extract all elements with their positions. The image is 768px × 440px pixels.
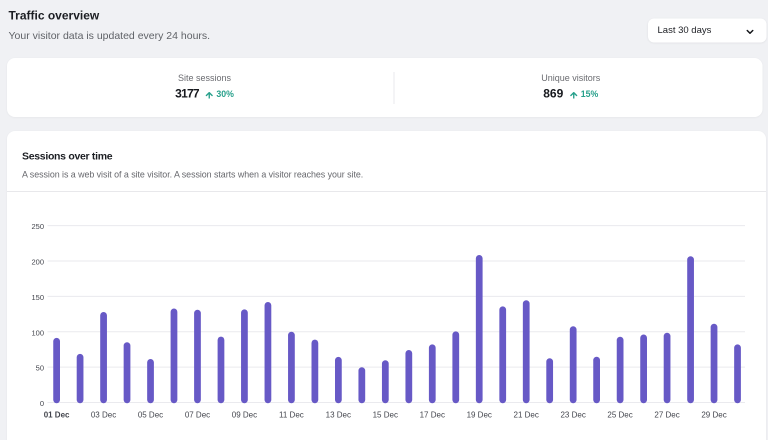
svg-text:21 Dec: 21 Dec (514, 411, 539, 420)
svg-text:19 Dec: 19 Dec (467, 411, 492, 420)
svg-text:27 Dec: 27 Dec (654, 411, 679, 420)
svg-text:0: 0 (40, 399, 44, 408)
svg-text:200: 200 (31, 258, 44, 267)
svg-text:29 Dec: 29 Dec (701, 411, 726, 420)
svg-text:05 Dec: 05 Dec (138, 411, 163, 420)
svg-text:01 Dec: 01 Dec (44, 411, 70, 420)
svg-text:09 Dec: 09 Dec (232, 411, 257, 420)
svg-text:15 Dec: 15 Dec (373, 411, 398, 420)
svg-text:25 Dec: 25 Dec (607, 411, 632, 420)
svg-text:23 Dec: 23 Dec (560, 411, 585, 420)
svg-text:100: 100 (31, 328, 44, 337)
svg-text:17 Dec: 17 Dec (420, 411, 445, 420)
svg-text:250: 250 (31, 222, 44, 231)
svg-text:50: 50 (36, 364, 44, 373)
svg-text:13 Dec: 13 Dec (326, 411, 351, 420)
svg-text:11 Dec: 11 Dec (279, 411, 304, 420)
svg-text:150: 150 (31, 293, 44, 302)
svg-text:07 Dec: 07 Dec (185, 411, 210, 420)
svg-text:03 Dec: 03 Dec (91, 411, 116, 420)
